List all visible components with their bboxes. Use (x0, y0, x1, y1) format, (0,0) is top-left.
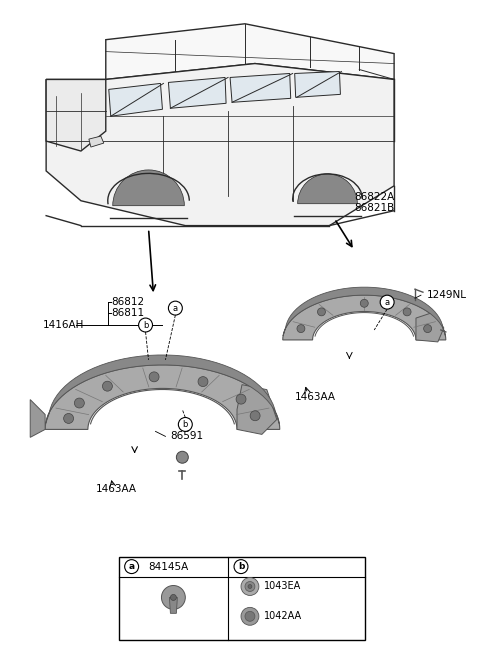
Circle shape (170, 594, 176, 600)
Text: a: a (129, 562, 135, 571)
Text: 1416AH: 1416AH (43, 320, 84, 330)
Circle shape (102, 381, 112, 391)
Polygon shape (46, 79, 106, 151)
Text: 86812: 86812 (111, 297, 144, 307)
Circle shape (149, 372, 159, 382)
Polygon shape (168, 77, 226, 108)
Text: b: b (143, 321, 148, 329)
Polygon shape (230, 73, 291, 102)
Text: a: a (173, 304, 178, 313)
Polygon shape (45, 365, 280, 430)
Polygon shape (109, 83, 162, 116)
Text: 84145A: 84145A (148, 562, 189, 571)
Text: 1042AA: 1042AA (264, 611, 302, 621)
Text: 86811: 86811 (111, 308, 144, 318)
Circle shape (360, 299, 368, 307)
Polygon shape (106, 24, 394, 79)
Text: 86591: 86591 (170, 432, 204, 441)
Circle shape (248, 584, 252, 588)
Circle shape (179, 417, 192, 432)
Circle shape (241, 577, 259, 596)
Text: 1463AA: 1463AA (96, 484, 137, 494)
Text: 1463AA: 1463AA (295, 392, 336, 401)
Circle shape (380, 295, 394, 309)
Polygon shape (283, 287, 445, 336)
Circle shape (424, 325, 432, 333)
Polygon shape (169, 598, 178, 613)
Circle shape (317, 308, 325, 316)
Circle shape (241, 607, 259, 625)
Circle shape (198, 377, 208, 386)
Circle shape (168, 301, 182, 315)
Bar (119, 557, 365, 640)
Polygon shape (46, 64, 394, 226)
Polygon shape (283, 295, 446, 340)
Circle shape (245, 581, 255, 592)
Circle shape (250, 411, 260, 420)
Wedge shape (113, 170, 184, 206)
Circle shape (74, 398, 84, 408)
Circle shape (176, 451, 188, 463)
Circle shape (64, 413, 73, 423)
Polygon shape (46, 355, 279, 424)
Circle shape (125, 560, 139, 573)
Circle shape (234, 560, 248, 573)
Circle shape (236, 394, 246, 404)
Circle shape (161, 586, 185, 609)
Text: b: b (238, 562, 244, 571)
Wedge shape (298, 174, 357, 204)
Circle shape (245, 611, 255, 621)
Circle shape (403, 308, 411, 316)
Text: 86822A: 86822A (354, 192, 395, 202)
Polygon shape (237, 384, 277, 434)
Text: 86821B: 86821B (354, 203, 395, 213)
Text: a: a (384, 298, 390, 306)
Polygon shape (30, 400, 45, 438)
Text: 1249NL: 1249NL (427, 290, 467, 300)
Polygon shape (416, 312, 444, 342)
Circle shape (297, 325, 305, 333)
Polygon shape (295, 72, 340, 97)
Circle shape (139, 318, 153, 332)
Text: 1043EA: 1043EA (264, 581, 301, 592)
Polygon shape (89, 136, 104, 147)
Text: b: b (182, 420, 188, 429)
